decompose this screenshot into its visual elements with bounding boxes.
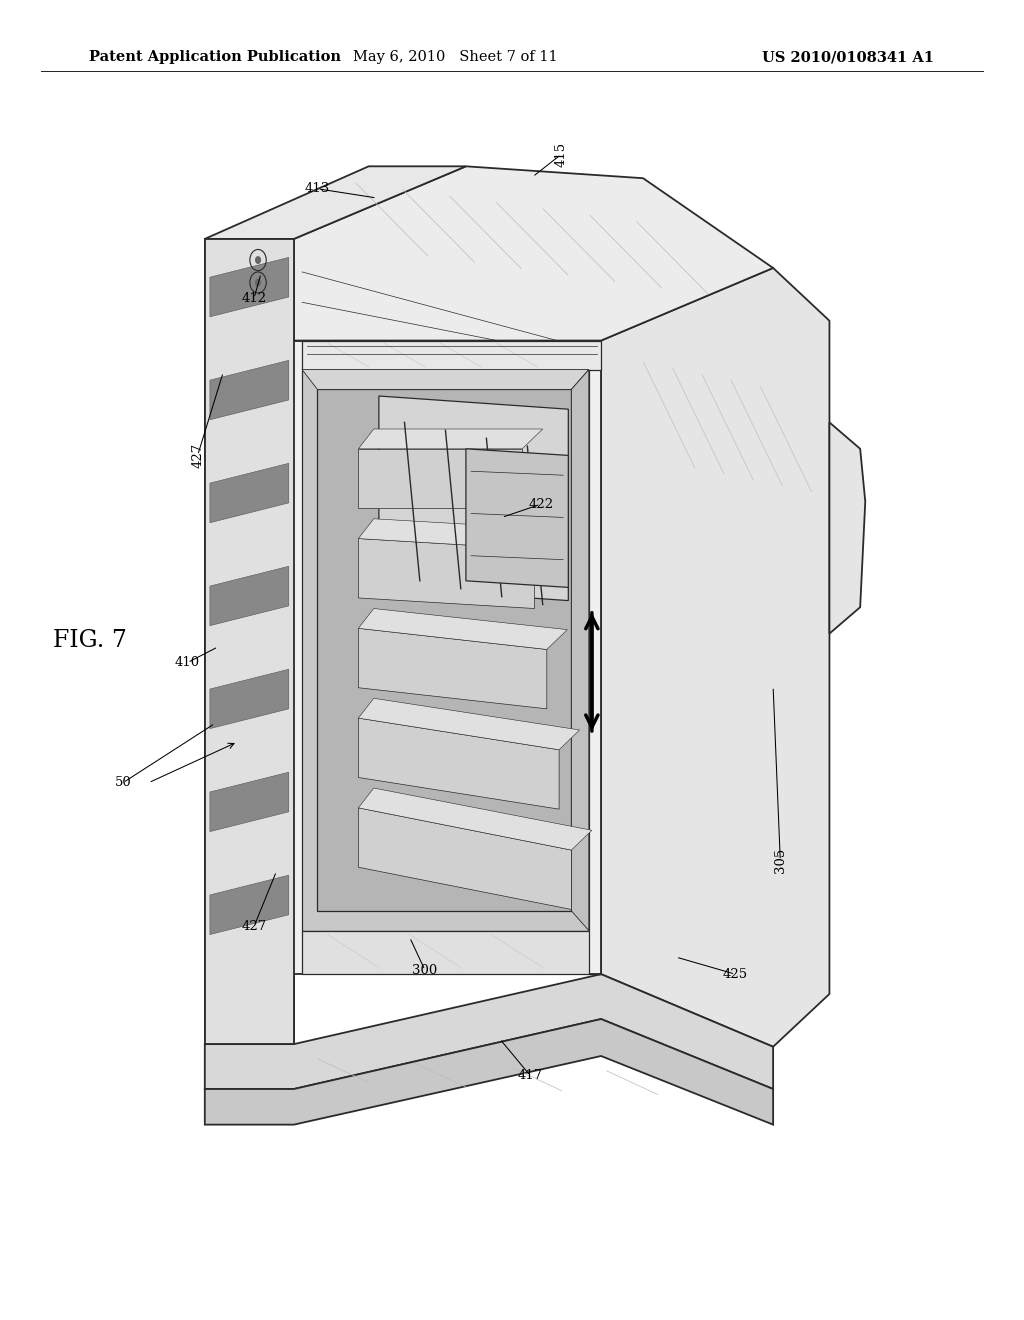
Polygon shape xyxy=(317,389,571,911)
Polygon shape xyxy=(210,257,289,317)
Polygon shape xyxy=(358,628,547,709)
Text: 425: 425 xyxy=(723,968,748,981)
Polygon shape xyxy=(205,239,601,1044)
Circle shape xyxy=(255,279,261,286)
Text: 417: 417 xyxy=(518,1069,543,1082)
Text: 300: 300 xyxy=(413,964,437,977)
Polygon shape xyxy=(205,239,294,1044)
Text: 412: 412 xyxy=(242,292,266,305)
Text: 415: 415 xyxy=(555,141,567,168)
Circle shape xyxy=(255,256,261,264)
Polygon shape xyxy=(601,268,829,1047)
Polygon shape xyxy=(358,808,571,909)
Text: 427: 427 xyxy=(242,920,266,933)
Polygon shape xyxy=(302,341,601,370)
Polygon shape xyxy=(358,788,592,850)
Polygon shape xyxy=(302,370,589,931)
Polygon shape xyxy=(210,463,289,523)
Text: US 2010/0108341 A1: US 2010/0108341 A1 xyxy=(762,50,934,65)
Polygon shape xyxy=(358,718,559,809)
Polygon shape xyxy=(358,698,580,750)
Polygon shape xyxy=(379,396,568,601)
Polygon shape xyxy=(210,669,289,729)
Text: 427: 427 xyxy=(191,442,204,469)
Polygon shape xyxy=(358,519,555,549)
Polygon shape xyxy=(205,166,466,239)
Polygon shape xyxy=(358,429,543,449)
Text: FIG. 7: FIG. 7 xyxy=(53,628,127,652)
Text: 50: 50 xyxy=(115,776,131,789)
Text: 410: 410 xyxy=(175,656,200,669)
Polygon shape xyxy=(829,422,865,634)
Polygon shape xyxy=(466,449,568,587)
Text: May 6, 2010   Sheet 7 of 11: May 6, 2010 Sheet 7 of 11 xyxy=(353,50,558,65)
Polygon shape xyxy=(302,370,589,389)
Polygon shape xyxy=(205,1019,773,1125)
Text: 422: 422 xyxy=(528,498,553,511)
Polygon shape xyxy=(210,360,289,420)
Polygon shape xyxy=(302,931,601,974)
Polygon shape xyxy=(205,974,773,1089)
Polygon shape xyxy=(210,772,289,832)
Polygon shape xyxy=(210,875,289,935)
Polygon shape xyxy=(571,370,589,931)
Polygon shape xyxy=(358,609,567,649)
Polygon shape xyxy=(294,166,773,341)
Text: Patent Application Publication: Patent Application Publication xyxy=(89,50,341,65)
Text: 413: 413 xyxy=(305,182,330,195)
Polygon shape xyxy=(210,566,289,626)
Polygon shape xyxy=(358,449,522,508)
Text: 305: 305 xyxy=(774,847,786,874)
Polygon shape xyxy=(358,539,535,609)
